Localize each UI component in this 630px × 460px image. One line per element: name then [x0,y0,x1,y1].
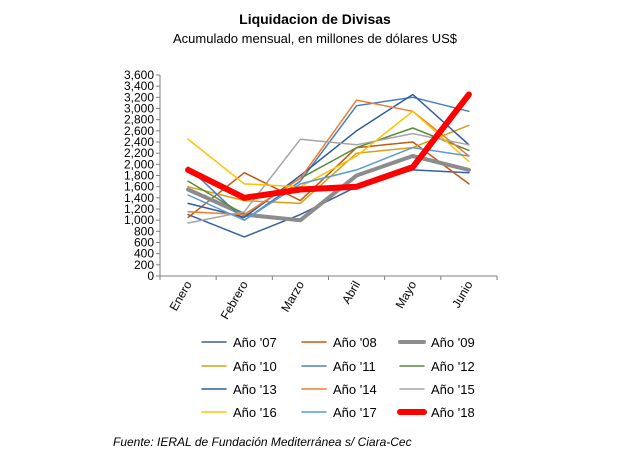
y-tick-label: 3,600 [124,68,154,82]
series-line [187,93,470,219]
chart-title: Liquidacion de Divisas [239,11,391,27]
y-tick-label: 2,000 [124,157,154,171]
y-tick-label: 200 [134,258,154,272]
y-tick-label: 2,400 [124,135,154,149]
y-tick-label: 2,800 [124,113,154,127]
y-tick-label: 1,000 [124,213,154,227]
x-tick-label: Marzo [278,278,307,314]
y-tick-label: 2,600 [124,124,154,138]
y-tick-label: 600 [134,236,154,250]
legend-label: Año '13 [233,382,277,397]
y-tick-label: 1,400 [124,191,154,205]
chart-subtitle: Acumulado mensual, en millones de dólare… [173,31,457,46]
legend-label: Año '07 [233,335,277,350]
series-line [187,96,470,221]
x-tick-label: Febrero [218,278,251,322]
x-tick-label: Junio [449,278,476,310]
y-tick-label: 3,400 [124,79,154,93]
series-line [187,132,470,224]
series-line [185,91,472,201]
series-line [187,110,470,188]
y-tick-label: 0 [147,269,154,283]
y-tick-label: 800 [134,224,154,238]
y-tick-label: 2,200 [124,146,154,160]
series-line [187,127,470,216]
legend-label: Año '16 [233,405,277,420]
series-line [187,124,470,205]
series-line [187,146,470,221]
x-tick-label: Mayo [393,278,420,311]
y-tick-label: 1,600 [124,180,154,194]
source-note: Fuente: IERAL de Fundación Mediterránea … [113,435,412,449]
series-line [187,169,470,238]
legend-label: Año '11 [333,359,376,374]
y-tick-label: 400 [134,247,154,261]
legend-label: Año '18 [431,405,475,420]
legend-label: Año '09 [431,335,475,350]
legend-label: Año '12 [431,359,475,374]
legend-label: Año '08 [333,335,377,350]
y-tick-label: 1,200 [124,202,154,216]
y-tick-label: 3,200 [124,90,154,104]
y-tick-label: 3,000 [124,102,154,116]
x-tick-label: Abril [339,279,363,307]
legend-label: Año '10 [233,359,277,374]
legend-label: Año '15 [431,382,475,397]
legend-label: Año '14 [333,382,377,397]
y-tick-label: 1,800 [124,169,154,183]
x-tick-label: Enero [167,278,195,313]
legend-label: Año '17 [333,405,377,420]
